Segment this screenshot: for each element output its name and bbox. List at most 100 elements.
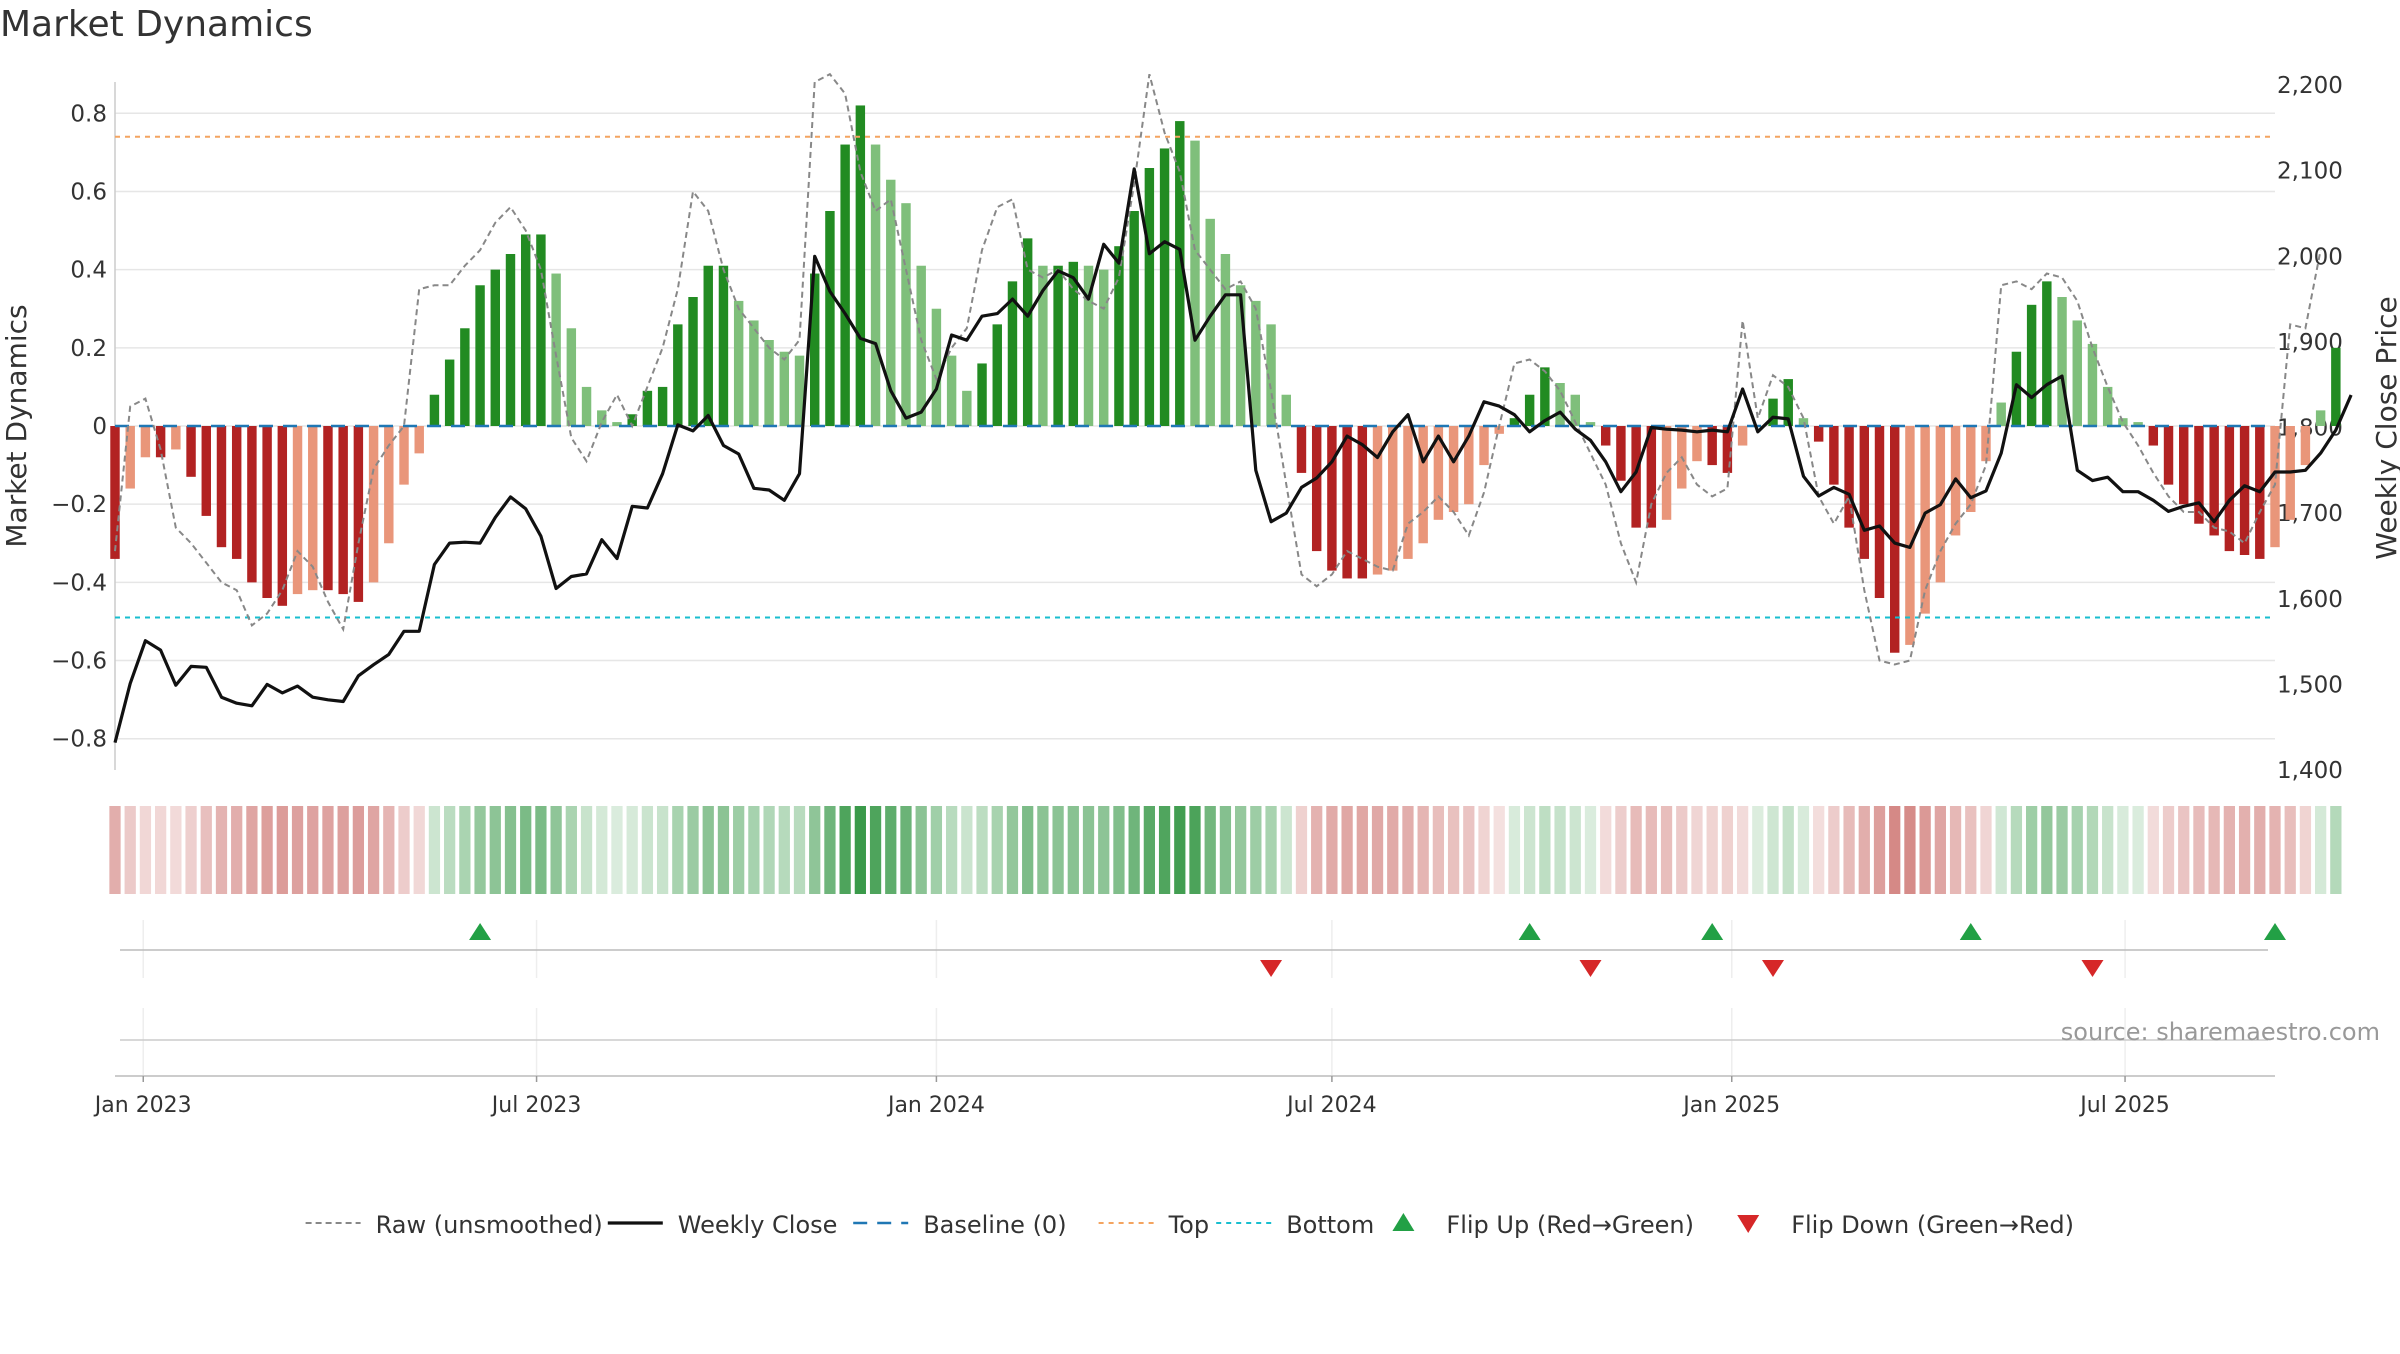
y-tick-label: 0.8 — [70, 101, 107, 127]
bar — [1509, 418, 1520, 426]
bar — [657, 386, 668, 426]
bar — [1266, 324, 1276, 426]
bar — [1114, 246, 1124, 426]
heat-cell — [109, 806, 121, 894]
heat-cell — [2010, 806, 2023, 894]
legend-label: Weekly Close — [678, 1211, 838, 1239]
x-tick-label: Jul 2025 — [2078, 1093, 2170, 1118]
heat-cell — [1478, 806, 1490, 894]
heat-cell — [1067, 806, 1079, 894]
bar — [1190, 140, 1200, 427]
bar — [1783, 379, 1793, 426]
bar — [840, 144, 850, 426]
bar — [2163, 426, 2174, 485]
heat-cell — [611, 806, 623, 894]
bar — [1372, 426, 1383, 575]
legend-label: Bottom — [1286, 1211, 1374, 1239]
heat-cell — [291, 806, 304, 894]
y2-tick-label: 2,000 — [2277, 244, 2343, 270]
heat-cell — [383, 806, 395, 894]
bar — [125, 426, 135, 489]
bar — [186, 426, 196, 477]
heat-cell — [307, 806, 319, 894]
heat-cell — [1250, 806, 1262, 894]
bar — [718, 265, 729, 426]
heat-cell — [809, 806, 821, 894]
bar — [764, 340, 774, 426]
heat-cell — [185, 806, 197, 894]
y2-axis-label: Weekly Close Price — [2370, 296, 2400, 559]
flip-up-marker — [1518, 923, 1541, 940]
bar — [338, 426, 348, 595]
bar — [855, 105, 866, 427]
bar — [1798, 418, 1809, 426]
heat-cell — [2330, 806, 2342, 894]
y-tick-label: −0.4 — [51, 570, 107, 596]
heat-cell — [261, 806, 273, 894]
bar — [2026, 304, 2037, 426]
heat-cell — [1721, 806, 1734, 894]
heat-cell — [915, 806, 927, 894]
y-tick-label: −0.2 — [51, 492, 107, 518]
heat-cell — [1995, 806, 2007, 894]
bar — [384, 426, 394, 544]
bar — [1722, 426, 1733, 473]
bar — [1600, 426, 1611, 446]
bar — [1251, 300, 1261, 426]
legend-flip-down-swatch — [1737, 1215, 1760, 1233]
heat-cell — [1584, 806, 1597, 894]
legend-label: Top — [1168, 1211, 1210, 1239]
bar — [551, 273, 561, 426]
heat-cell — [1569, 806, 1581, 894]
bar — [1357, 426, 1368, 579]
heat-cell — [1843, 806, 1855, 894]
y2-tick-label: 1,400 — [2277, 758, 2343, 784]
heat-cell — [1615, 806, 1627, 894]
heat-cell — [2025, 806, 2038, 894]
bar — [247, 426, 257, 583]
bar — [1829, 426, 1839, 485]
heat-cell — [1037, 806, 1049, 894]
legend-label: Flip Up (Red→Green) — [1446, 1211, 1694, 1239]
heat-cell — [337, 806, 349, 894]
x-tick-label: Jan 2024 — [886, 1093, 985, 1118]
heat-cell — [885, 806, 897, 894]
heat-cell — [1235, 806, 1247, 894]
bar — [2209, 426, 2219, 536]
flip-down-marker — [1762, 960, 1785, 977]
bar — [1966, 426, 1976, 512]
heat-cell — [793, 806, 806, 894]
heat-cell — [246, 806, 258, 894]
heat-cell — [961, 806, 973, 894]
bar — [1388, 426, 1398, 571]
y-tick-label: −0.8 — [51, 727, 107, 753]
bar — [1068, 261, 1079, 426]
y-tick-label: 0.2 — [70, 336, 107, 362]
heat-cell — [1098, 806, 1110, 894]
bar — [2102, 386, 2113, 426]
y2-tick-label: 2,100 — [2277, 159, 2343, 185]
flip-down-marker — [2081, 960, 2104, 977]
heat-cell — [398, 806, 410, 894]
heat-cell — [1904, 806, 1916, 894]
heat-cell — [1463, 806, 1475, 894]
legend-label: Flip Down (Green→Red) — [1791, 1211, 2074, 1239]
bar — [1296, 426, 1307, 473]
heat-cell — [1645, 806, 1657, 894]
heat-cell — [1204, 806, 1216, 894]
heat-cell — [1052, 806, 1064, 894]
close-series-line — [113, 167, 2353, 743]
heat-cell — [1858, 806, 1870, 894]
bar — [444, 359, 455, 426]
heat-cell — [139, 806, 152, 894]
bar — [1038, 265, 1048, 426]
heat-cell — [1417, 806, 1429, 894]
x-tick-label: Jan 2025 — [1681, 1093, 1780, 1118]
heat-cell — [535, 806, 547, 894]
heat-cell — [1813, 806, 1825, 894]
heat-cell — [367, 806, 380, 894]
bar — [2118, 418, 2128, 426]
bar — [916, 265, 926, 426]
heat-cell — [231, 806, 243, 894]
bar — [460, 328, 470, 426]
